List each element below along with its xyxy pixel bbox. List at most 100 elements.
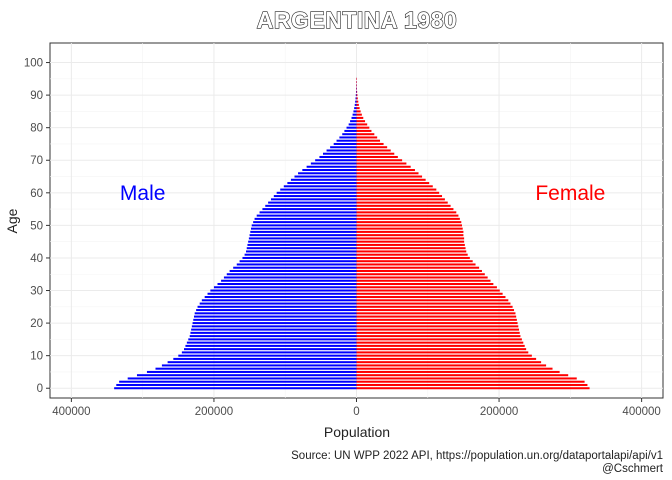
bar-male (330, 146, 357, 149)
bar-male (254, 217, 357, 220)
y-tick-label: 10 (30, 351, 43, 363)
bar-male (306, 165, 357, 168)
grid-lines (50, 43, 663, 398)
bar-female (356, 149, 391, 152)
bar-male (302, 169, 357, 172)
y-tick-label: 100 (24, 58, 43, 70)
bar-female (356, 182, 430, 185)
y-tick-label: 20 (30, 318, 43, 330)
bar-female (356, 133, 375, 136)
bar-male (290, 178, 357, 181)
bar-male (342, 133, 357, 136)
bar-male (116, 383, 357, 386)
bar-female (356, 331, 520, 334)
bar-female (356, 224, 462, 227)
bar-male (262, 208, 357, 211)
bar-female (356, 348, 527, 351)
bar-female (356, 361, 542, 364)
bar-female (356, 172, 419, 175)
bar-male (217, 282, 357, 286)
bar-female (356, 208, 454, 211)
bar-female (356, 214, 459, 217)
bar-female (356, 227, 463, 230)
bar-female (356, 129, 372, 132)
bar-female (356, 191, 440, 194)
bar-male (114, 387, 357, 390)
male-bars (114, 77, 357, 390)
bar-male (189, 335, 357, 338)
bar-male (186, 341, 357, 344)
bar-male (356, 90, 357, 93)
bar-male (322, 152, 357, 155)
y-axis-title: Age (4, 208, 20, 233)
bar-female (356, 292, 503, 295)
bar-female (356, 136, 378, 139)
y-tick-label: 50 (30, 220, 43, 232)
bar-female (356, 253, 468, 256)
bar-female (356, 204, 451, 207)
bar-male (315, 159, 357, 162)
y-tick-label: 70 (30, 155, 43, 167)
bar-male (350, 120, 357, 123)
bar-male (354, 103, 357, 106)
bar-male (247, 243, 357, 246)
bar-male (336, 139, 357, 142)
bar-male (251, 227, 357, 230)
bar-female (356, 217, 460, 220)
bar-female (356, 87, 357, 90)
bar-male (355, 94, 357, 97)
y-tick-label: 30 (30, 286, 43, 298)
bar-female (356, 139, 381, 142)
x-tick-label: 400000 (622, 406, 660, 418)
bar-female (356, 338, 522, 341)
x-axis-title: Population (324, 424, 390, 440)
bar-male (351, 116, 357, 119)
bar-male (233, 266, 357, 269)
bar-female (356, 152, 395, 155)
bar-male (276, 191, 357, 194)
bar-male (268, 201, 357, 204)
bar-female (356, 103, 359, 106)
bar-male (184, 348, 357, 351)
bar-female (356, 266, 480, 269)
bar-male (146, 370, 357, 373)
bar-female (356, 344, 525, 347)
bar-female (356, 299, 509, 302)
bar-female (356, 309, 515, 312)
bar-male (193, 315, 357, 318)
bar-male (239, 260, 357, 263)
bar-female (356, 305, 513, 308)
bar-male (191, 325, 357, 328)
y-tick-label: 40 (30, 253, 43, 265)
bar-male (127, 377, 357, 380)
bar-male (193, 318, 357, 321)
bar-male (250, 230, 357, 233)
bar-male (213, 286, 357, 289)
bar-female (356, 142, 384, 145)
bar-male (348, 123, 357, 126)
bar-male (207, 292, 357, 295)
bar-male (167, 361, 357, 364)
bar-female (356, 269, 482, 272)
bar-male (273, 195, 357, 198)
bar-male (326, 149, 357, 152)
bar-female (356, 364, 547, 367)
bar-female (356, 260, 473, 263)
bar-female (356, 230, 464, 233)
bar-male (201, 299, 357, 302)
bar-female (356, 97, 358, 100)
bar-female (356, 296, 506, 299)
bar-male (248, 237, 357, 240)
bar-female (356, 123, 368, 126)
bar-male (256, 214, 357, 217)
bar-female (356, 234, 464, 237)
bar-male (259, 211, 357, 214)
bar-male (339, 136, 357, 139)
bar-male (355, 100, 357, 103)
bar-male (221, 279, 357, 282)
bar-female (356, 351, 529, 354)
y-tick-label: 0 (37, 383, 43, 395)
bar-male (265, 204, 357, 207)
bar-female (356, 243, 465, 246)
